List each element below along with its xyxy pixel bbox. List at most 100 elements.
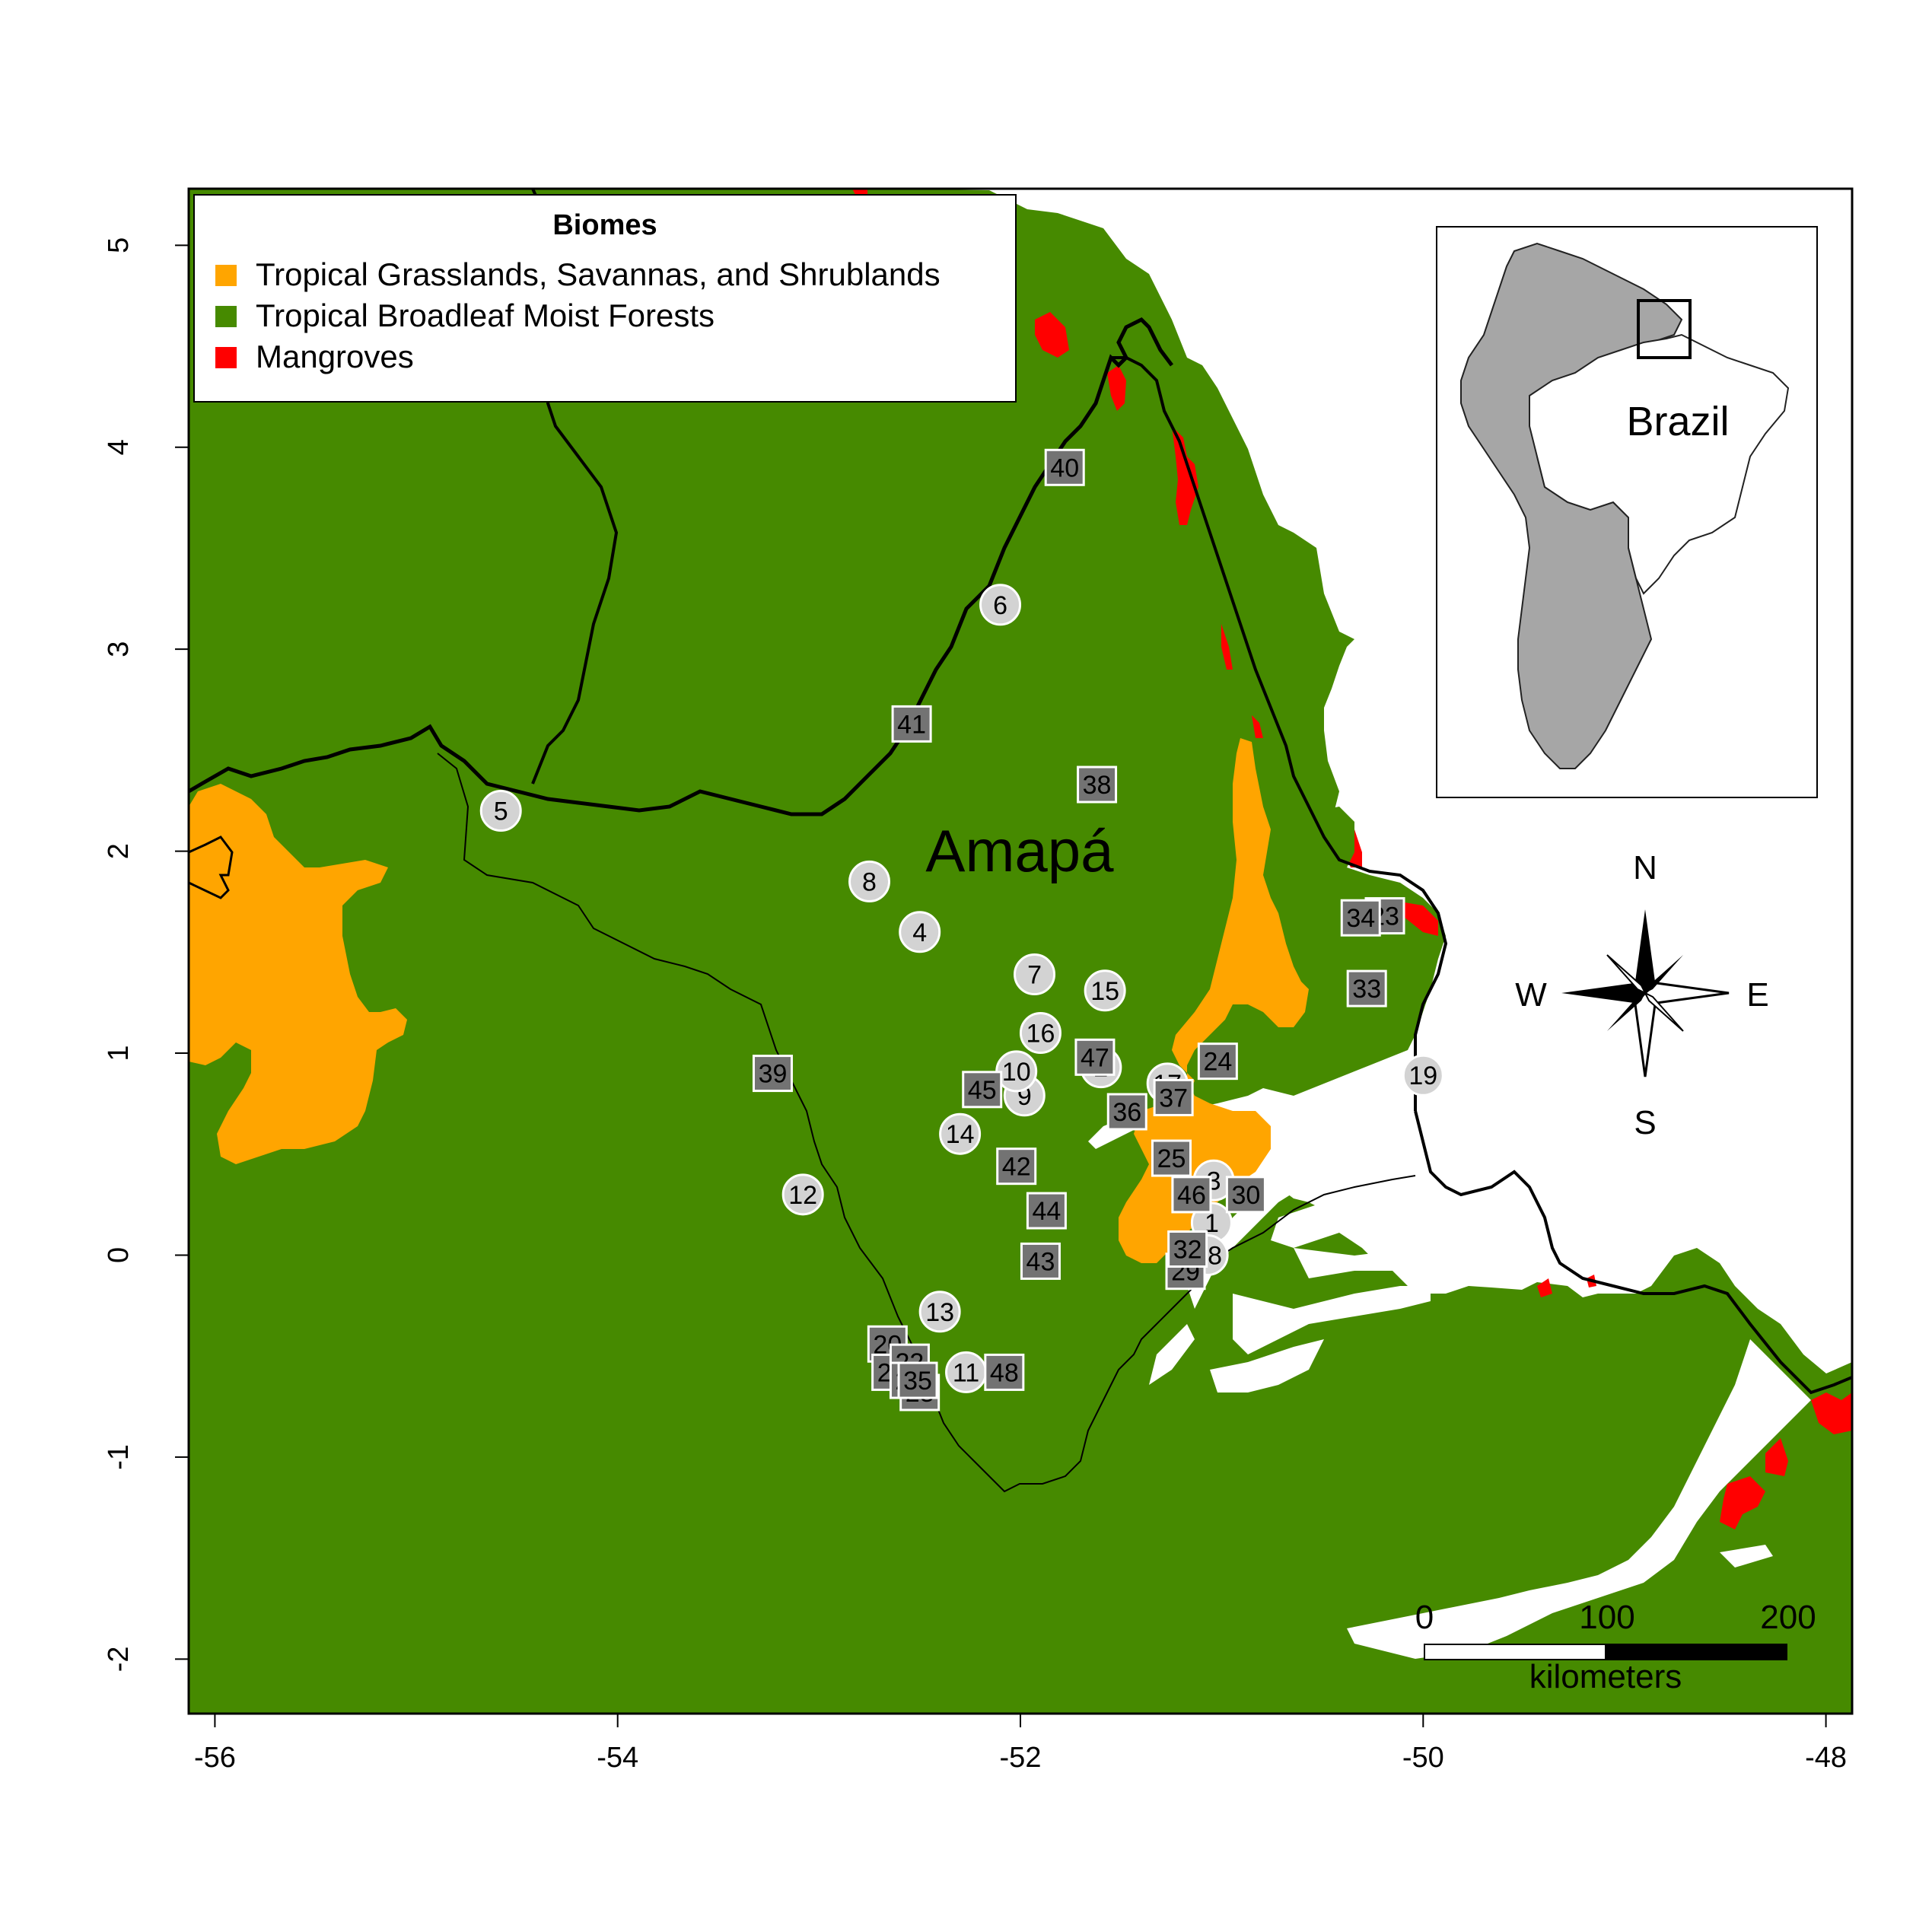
site-marker-33: 33 <box>1346 969 1387 1007</box>
savanna-area <box>1119 738 1309 1263</box>
y-tick-label: -1 <box>103 1444 135 1470</box>
mangrove-area <box>1107 365 1126 411</box>
river-area <box>1294 1248 1560 1278</box>
site-square <box>1346 969 1387 1007</box>
site-marker-14: 14 <box>939 1112 982 1155</box>
site-label: 35 <box>903 1367 932 1396</box>
site-square <box>1171 1176 1212 1214</box>
y-tick-label: -2 <box>103 1646 135 1672</box>
site-label: 33 <box>1352 975 1381 1004</box>
mangrove-area <box>1811 1393 1852 1434</box>
site-square <box>1106 1093 1147 1131</box>
site-square <box>1340 899 1381 937</box>
site-label: 5 <box>494 797 508 826</box>
y-tick-label: 0 <box>103 1247 135 1263</box>
site-marker-41: 41 <box>891 705 932 743</box>
river-area <box>1271 1187 1423 1248</box>
site-label: 47 <box>1081 1043 1109 1072</box>
island-area <box>1320 807 1354 867</box>
site-label: 19 <box>1408 1061 1437 1090</box>
scale-bar-black-segment <box>1605 1644 1787 1660</box>
site-circle <box>1084 969 1126 1012</box>
site-label: 1 <box>1205 1209 1219 1238</box>
site-square <box>1020 1242 1061 1280</box>
compass-n-label: N <box>1633 849 1657 886</box>
site-label: 10 <box>1002 1058 1031 1087</box>
site-marker-24: 24 <box>1197 1042 1238 1081</box>
compass-west-arrow <box>1561 983 1645 1003</box>
site-label: 15 <box>1090 977 1119 1006</box>
y-tick-label: 2 <box>103 843 135 859</box>
y-axis: 5 4 3 2 1 0 -1 -2 <box>103 237 189 1672</box>
scale-unit-label: kilometers <box>1529 1658 1682 1695</box>
site-marker-16: 16 <box>1019 1011 1061 1054</box>
x-tick-label: -56 <box>194 1742 236 1774</box>
compass-w-label: W <box>1515 976 1547 1014</box>
site-square <box>1225 1176 1266 1214</box>
site-marker-8: 8 <box>848 860 891 902</box>
scale-bar-white-segment <box>1424 1644 1606 1660</box>
scale-label-200: 200 <box>1760 1599 1816 1636</box>
site-marker-13: 13 <box>918 1291 961 1333</box>
scale-label-100: 100 <box>1579 1599 1634 1636</box>
site-circle <box>899 911 941 953</box>
site-marker-11: 11 <box>945 1351 988 1393</box>
river-area <box>1210 1339 1324 1393</box>
river-area <box>1233 1286 1431 1354</box>
site-marker-30: 30 <box>1225 1176 1266 1214</box>
compass-sw-point <box>1607 993 1645 1031</box>
boundary-line <box>189 836 234 899</box>
legend-swatch-mangrove <box>215 347 237 368</box>
boundary-line <box>189 317 1173 816</box>
site-square <box>962 1071 1003 1109</box>
site-marker-46: 46 <box>1171 1176 1212 1214</box>
site-marker-45: 45 <box>962 1071 1003 1109</box>
scale-label-0: 0 <box>1415 1599 1434 1636</box>
site-marker-39: 39 <box>752 1055 793 1093</box>
site-label: 37 <box>1159 1084 1188 1112</box>
site-label: 8 <box>862 867 877 896</box>
site-marker-47: 47 <box>1074 1038 1116 1076</box>
site-label: 30 <box>1231 1181 1260 1210</box>
site-marker-25: 25 <box>1151 1139 1192 1177</box>
site-marker-34: 34 <box>1340 899 1381 937</box>
site-label: 7 <box>1027 961 1042 990</box>
legend-swatch-savanna <box>215 265 237 286</box>
site-label: 38 <box>1083 771 1112 800</box>
site-label: 45 <box>968 1076 997 1105</box>
mangrove-area <box>1720 1476 1765 1529</box>
site-circle <box>781 1173 824 1216</box>
x-tick-label: -48 <box>1805 1742 1847 1774</box>
y-tick-label: 1 <box>103 1045 135 1061</box>
legend-item-forest: Tropical Broadleaf Moist Forests <box>256 298 715 333</box>
site-square <box>897 1361 938 1399</box>
boundary-line <box>1414 1110 1852 1395</box>
site-circle <box>1014 953 1056 996</box>
legend-swatch-forest <box>215 306 237 327</box>
mangrove-area <box>1252 715 1263 738</box>
mangrove-area <box>1035 312 1069 358</box>
site-circle <box>479 790 522 832</box>
site-label: 34 <box>1346 904 1375 933</box>
site-marker-10: 10 <box>995 1050 1038 1093</box>
scale-bar: 0 100 200 kilometers <box>1415 1599 1816 1695</box>
site-marker-40: 40 <box>1044 448 1085 486</box>
site-marker-19: 19 <box>1402 1054 1444 1096</box>
site-marker-15: 15 <box>1084 969 1126 1012</box>
compass-north-arrow <box>1635 909 1655 993</box>
site-label: 6 <box>993 591 1007 620</box>
legend-item-savanna: Tropical Grasslands, Savannas, and Shrub… <box>256 256 941 292</box>
site-label: 4 <box>912 918 927 947</box>
site-square <box>891 705 932 743</box>
inset-brazil <box>1529 333 1790 595</box>
site-label: 42 <box>1002 1153 1031 1182</box>
site-marker-44: 44 <box>1026 1192 1067 1230</box>
site-square <box>1153 1078 1194 1116</box>
mangrove-area <box>1172 426 1198 525</box>
site-label: 16 <box>1026 1019 1055 1048</box>
site-label: 12 <box>788 1181 817 1210</box>
compass-se-point <box>1643 991 1684 1032</box>
legend-item-mangrove: Mangroves <box>256 339 414 374</box>
mangrove-area <box>1765 1438 1788 1476</box>
